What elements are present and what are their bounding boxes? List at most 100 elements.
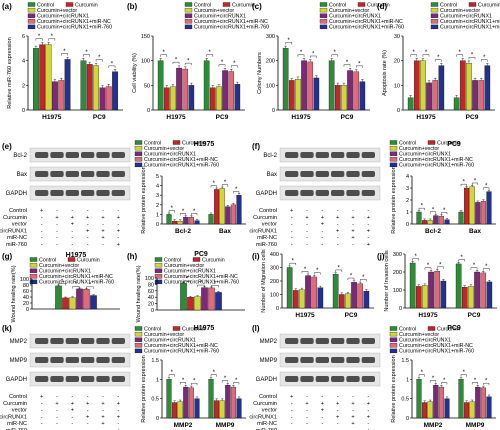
- blot-band: [96, 357, 110, 363]
- significance-star: *: [483, 55, 486, 61]
- x-category-label: Bax: [469, 228, 481, 235]
- bar: [33, 48, 39, 111]
- bar: [427, 401, 433, 419]
- bar: [52, 81, 58, 111]
- y-axis-label: Relative protein expression: [141, 166, 147, 233]
- legend-swatch: [319, 13, 328, 18]
- significance-bracket: [301, 271, 309, 274]
- y-tick-label: 1.5: [151, 358, 159, 364]
- blot-band: [96, 152, 110, 158]
- significance-star: *: [175, 58, 178, 64]
- legend-swatch: [134, 157, 143, 162]
- blot-band: [361, 190, 375, 196]
- bar: [409, 262, 416, 309]
- legend-label: Control: [164, 257, 181, 263]
- x-category-label: H1975: [291, 114, 311, 121]
- legend-label: Curcumin+circRUNX1+miR-760: [399, 349, 474, 355]
- treatment-row-label: miR-760: [6, 428, 27, 430]
- bar: [359, 81, 366, 111]
- blot-band: [346, 190, 360, 196]
- legend-label: Curcumin+circRUNX1+miR-760: [440, 25, 500, 31]
- legend-label: Curcumin: [437, 326, 460, 332]
- legend-swatch: [154, 274, 163, 279]
- y-tick-label: 20: [148, 302, 154, 308]
- legend-swatch: [134, 348, 143, 354]
- legend-swatch: [357, 2, 366, 7]
- bar: [90, 295, 97, 310]
- bar: [219, 188, 225, 225]
- treatment-row-label: Control: [259, 394, 277, 400]
- legend-label: Curcumin+vector: [440, 8, 480, 14]
- significance-bracket: [180, 213, 186, 216]
- bar: [172, 220, 178, 225]
- bar: [438, 216, 444, 225]
- bar: [469, 186, 475, 225]
- bar: [353, 71, 360, 111]
- y-tick-label: 0: [22, 108, 25, 114]
- treatment-mark: -: [41, 414, 43, 420]
- blot-band: [111, 376, 125, 382]
- bar: [480, 387, 486, 419]
- y-tick-label: 150: [141, 34, 150, 40]
- x-category-label: H1975: [416, 114, 436, 121]
- blot-band: [35, 338, 49, 344]
- significance-star: *: [235, 378, 238, 384]
- y-tick-label: 300: [393, 252, 402, 258]
- significance-bracket: [72, 286, 80, 289]
- treatment-mark: +: [101, 401, 104, 407]
- legend-swatch: [134, 140, 143, 145]
- blot-band: [65, 152, 79, 158]
- bar: [305, 275, 311, 309]
- chart-h: (h) Control CurcuminCurcumin+vectorCurcumi…: [127, 251, 245, 323]
- blot-band: [300, 357, 314, 363]
- treatment-mark: -: [291, 242, 293, 248]
- significance-bracket: [222, 184, 228, 187]
- treatment-mark: -: [102, 208, 104, 214]
- blot-band: [315, 190, 329, 196]
- significance-star: *: [163, 50, 166, 56]
- treatment-mark: -: [117, 208, 119, 214]
- treatment-mark: -: [71, 242, 73, 248]
- treatment-row-label: circRUNX1: [0, 414, 27, 420]
- blot-band: [81, 190, 95, 196]
- significance-star: *: [38, 34, 41, 40]
- legend-label: Curcumin: [75, 2, 98, 8]
- bar: [183, 217, 189, 225]
- x-category-label: PC9: [466, 114, 479, 121]
- panel-letter: (g): [2, 252, 13, 261]
- significance-star: *: [316, 268, 319, 274]
- legend-label: Curcumin+circRUNX1+miR-NC: [164, 274, 238, 280]
- legend-label: Curcumin+vector: [39, 263, 79, 269]
- treatment-mark: +: [351, 401, 354, 407]
- treatment-mark: -: [102, 242, 104, 248]
- bar: [45, 44, 52, 111]
- treatment-mark: +: [86, 215, 89, 221]
- legend-swatch: [389, 348, 398, 354]
- y-tick-label: 0: [406, 222, 409, 228]
- bar: [188, 217, 194, 225]
- significance-star: *: [224, 376, 227, 382]
- band-label: GAPDH: [6, 377, 27, 383]
- y-tick-label: 3: [406, 186, 409, 192]
- significance-star: *: [224, 180, 227, 186]
- legend-label: Control: [39, 257, 56, 263]
- significance-star: *: [474, 378, 477, 384]
- significance-star: *: [350, 274, 353, 280]
- treatment-mark: -: [352, 408, 354, 414]
- bar: [428, 271, 434, 309]
- legend-swatch: [389, 157, 398, 162]
- significance-bracket: [218, 64, 226, 67]
- legend-label: Curcumin+vector: [194, 8, 234, 14]
- significance-star: *: [421, 204, 424, 210]
- treatment-mark: +: [351, 414, 354, 420]
- y-tick-label: 200: [266, 59, 275, 65]
- treatment-mark: -: [291, 408, 293, 414]
- significance-bracket: [206, 54, 213, 57]
- band-label: MMP2: [260, 339, 278, 345]
- y-tick-label: 1: [406, 377, 409, 383]
- legend-label: Curcumin+circRUNX1+miR-760: [39, 280, 114, 286]
- y-tick-label: 300: [270, 266, 279, 272]
- blot-band: [65, 357, 79, 363]
- blot-band: [50, 152, 64, 158]
